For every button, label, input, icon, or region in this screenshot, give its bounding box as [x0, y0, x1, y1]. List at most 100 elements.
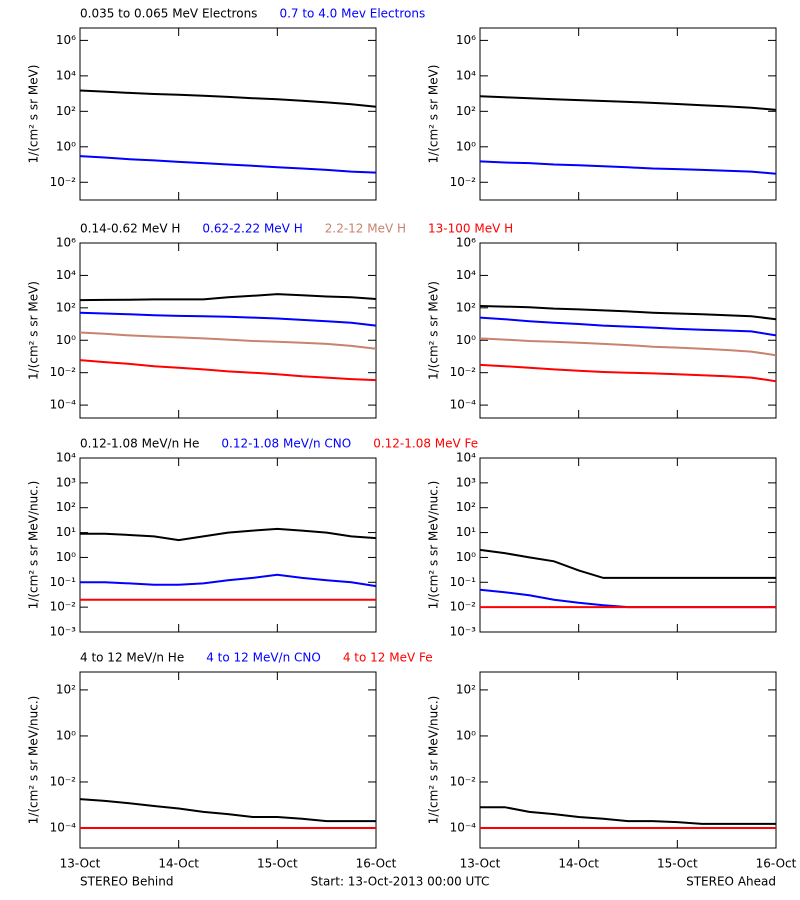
- y-tick-label: 10⁻⁴: [450, 820, 477, 834]
- plot-frame: [79, 27, 377, 201]
- data-line: [479, 337, 777, 357]
- data-line: [79, 311, 377, 327]
- y-tick-label: 10⁻²: [50, 774, 77, 788]
- plot-frame: [79, 671, 377, 849]
- plot-frame: [479, 27, 777, 201]
- legend-entry: 4 to 12 MeV Fe: [343, 651, 433, 665]
- y-axis-label: 1/(cm² s sr MeV): [427, 65, 441, 164]
- plot-frame: [479, 242, 777, 419]
- y-tick-label: 10⁻⁴: [50, 820, 77, 834]
- data-line: [479, 588, 776, 609]
- y-tick-label: 10⁻²: [450, 175, 477, 189]
- x-tick-label: 15-Oct: [657, 857, 698, 871]
- y-tick-label: 10⁻⁴: [50, 398, 77, 412]
- legend-entry: 0.035 to 0.065 MeV Electrons: [80, 7, 257, 21]
- x-tick-label: 13-Oct: [60, 857, 101, 871]
- y-tick-label: 10⁰: [456, 139, 476, 153]
- data-line: [479, 548, 776, 579]
- legend-entry: 0.12-1.08 MeV/n CNO: [221, 437, 351, 451]
- x-tick-label: 14-Oct: [558, 857, 599, 871]
- y-tick-label: 10⁰: [56, 550, 76, 564]
- data-line: [79, 155, 377, 174]
- y-tick-label: 10²: [56, 104, 76, 118]
- y-tick-label: 10⁻¹: [450, 575, 477, 589]
- y-axis-label: 1/(cm² s sr MeV): [427, 281, 441, 380]
- data-line: [479, 363, 777, 383]
- y-axis-label: 1/(cm² s sr MeV/nuc.): [427, 696, 441, 825]
- legend-entry: 0.14-0.62 MeV H: [80, 222, 180, 236]
- legend-entry: 0.12-1.08 MeV Fe: [373, 437, 478, 451]
- y-tick-label: 10⁴: [456, 451, 476, 465]
- x-tick-label: 16-Oct: [356, 857, 397, 871]
- y-tick-label: 10⁰: [456, 333, 476, 347]
- data-line: [79, 331, 377, 350]
- data-line: [80, 527, 377, 542]
- plot-frame: [79, 457, 377, 633]
- y-tick-label: 10⁰: [456, 550, 476, 564]
- y-tick-label: 10⁻³: [50, 625, 77, 639]
- y-tick-label: 10⁻³: [450, 625, 477, 639]
- y-tick-label: 10²: [56, 500, 76, 514]
- footer-left: STEREO Behind: [80, 875, 174, 889]
- y-tick-label: 10⁴: [56, 68, 76, 82]
- legend-entry: 4 to 12 MeV/n CNO: [206, 651, 321, 665]
- y-tick-label: 10²: [456, 682, 476, 696]
- y-tick-label: 10⁻²: [50, 600, 77, 614]
- y-tick-label: 10⁶: [456, 236, 476, 250]
- x-tick-label: 13-Oct: [460, 857, 501, 871]
- data-line: [79, 359, 377, 382]
- plot-frame: [479, 671, 777, 849]
- y-tick-label: 10⁻²: [450, 365, 477, 379]
- x-tick-label: 14-Oct: [158, 857, 199, 871]
- y-tick-label: 10⁶: [56, 33, 76, 47]
- legend-entry: 0.62-2.22 MeV H: [202, 222, 302, 236]
- x-tick-label: 16-Oct: [756, 857, 797, 871]
- y-tick-label: 10²: [56, 300, 76, 314]
- y-axis-label: 1/(cm² s sr MeV/nuc.): [427, 481, 441, 610]
- y-tick-label: 10⁻²: [50, 175, 77, 189]
- y-tick-label: 10²: [456, 104, 476, 118]
- y-tick-label: 10⁻⁴: [450, 398, 477, 412]
- plot-frame: [479, 457, 777, 633]
- y-tick-label: 10⁶: [456, 33, 476, 47]
- y-tick-label: 10⁰: [56, 139, 76, 153]
- data-line: [79, 89, 377, 108]
- y-tick-label: 10¹: [456, 525, 476, 539]
- data-line: [80, 573, 377, 588]
- plot-frame: [79, 242, 377, 419]
- data-line: [479, 305, 777, 321]
- y-axis-label: 1/(cm² s sr MeV/nuc.): [27, 696, 41, 825]
- data-line: [479, 160, 777, 175]
- legend-entry: 13-100 MeV H: [428, 222, 513, 236]
- y-axis-label: 1/(cm² s sr MeV/nuc.): [27, 481, 41, 610]
- data-line: [479, 316, 777, 337]
- data-line: [79, 293, 377, 302]
- y-tick-label: 10²: [56, 682, 76, 696]
- y-tick-label: 10⁴: [56, 451, 76, 465]
- x-tick-label: 15-Oct: [257, 857, 298, 871]
- legend-entry: 0.7 to 4.0 Mev Electrons: [279, 7, 425, 21]
- y-tick-label: 10²: [456, 300, 476, 314]
- y-axis-label: 1/(cm² s sr MeV): [27, 281, 41, 380]
- footer-center: Start: 13-Oct-2013 00:00 UTC: [311, 875, 490, 889]
- legend-entry: 4 to 12 MeV/n He: [80, 651, 184, 665]
- y-tick-label: 10⁻²: [450, 774, 477, 788]
- y-tick-label: 10⁰: [56, 333, 76, 347]
- legend-entry: 2.2-12 MeV H: [325, 222, 406, 236]
- y-tick-label: 10¹: [56, 525, 76, 539]
- y-tick-label: 10⁶: [56, 236, 76, 250]
- y-tick-label: 10²: [456, 500, 476, 514]
- y-tick-label: 10⁰: [56, 728, 76, 742]
- y-tick-label: 10⁴: [56, 268, 76, 282]
- y-tick-label: 10³: [56, 475, 76, 489]
- data-line: [480, 806, 776, 825]
- y-tick-label: 10⁴: [456, 68, 476, 82]
- y-axis-label: 1/(cm² s sr MeV): [27, 65, 41, 164]
- y-tick-label: 10⁻¹: [50, 575, 77, 589]
- y-tick-label: 10⁻²: [450, 600, 477, 614]
- footer-right: STEREO Ahead: [686, 875, 776, 889]
- y-tick-label: 10⁰: [456, 728, 476, 742]
- y-tick-label: 10⁴: [456, 268, 476, 282]
- y-tick-label: 10⁻²: [50, 365, 77, 379]
